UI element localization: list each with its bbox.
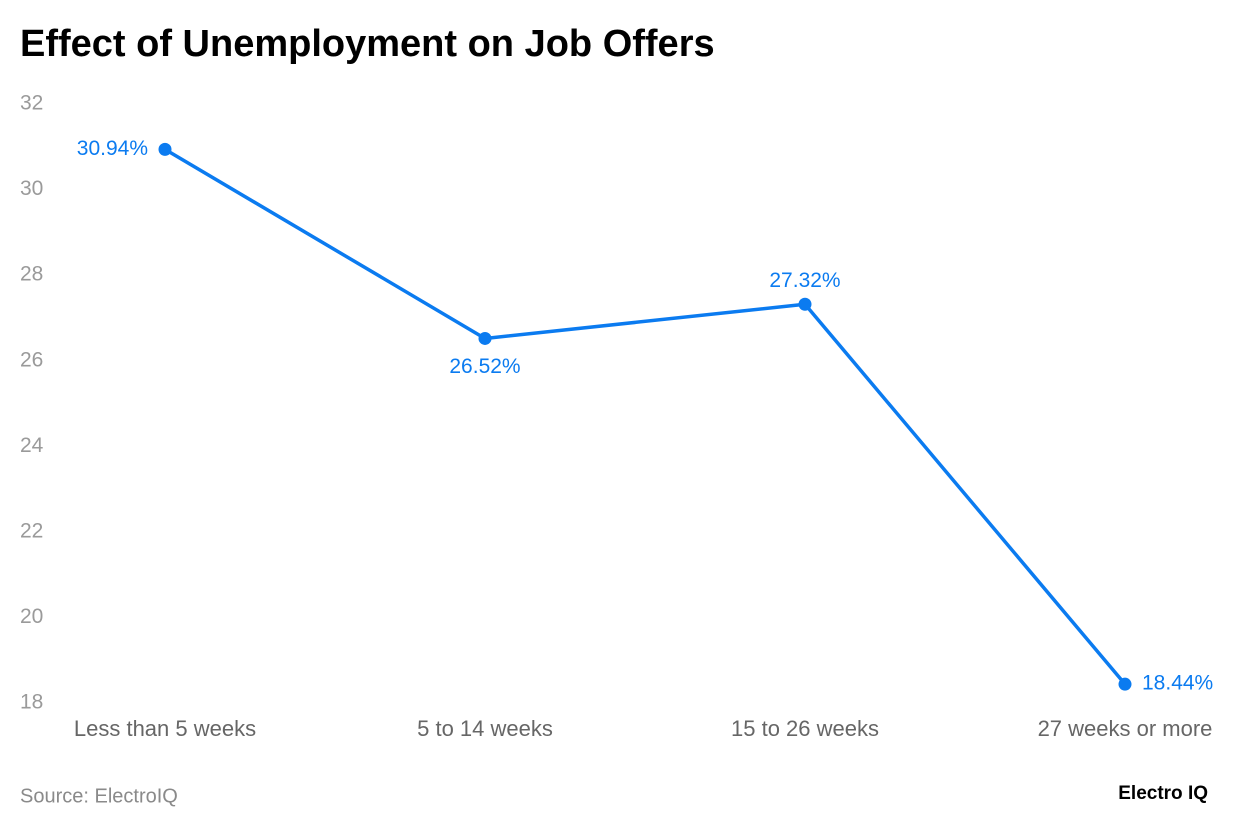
line [164,147,1127,686]
x-tick-label: 5 to 14 weeks [417,716,553,741]
chart-title: Effect of Unemployment on Job Offers [20,23,715,65]
y-tick-label: 24 [20,434,44,457]
data-label: 26.52% [449,355,520,378]
data-label: 18.44% [1142,672,1213,695]
x-tick-label: Less than 5 weeks [74,716,256,741]
point [478,331,492,345]
y-tick-label: 18 [20,691,43,714]
y-tick-label: 22 [20,519,43,542]
y-tick-label: 20 [20,605,43,628]
point [158,142,172,156]
point [1118,677,1132,691]
x-tick-label: 27 weeks or more [1038,716,1213,741]
brand-logo: Electro IQ [1118,783,1208,804]
y-tick-label: 28 [20,263,43,286]
data-label: 30.94% [77,137,148,160]
point [798,297,812,311]
x-tick-label: 15 to 26 weeks [731,716,879,741]
y-tick-label: 32 [20,92,43,115]
data-label: 27.32% [769,269,840,292]
y-tick-label: 30 [20,177,43,200]
source: Source: ElectroIQ [20,785,178,807]
y-tick-label: 26 [20,348,43,371]
